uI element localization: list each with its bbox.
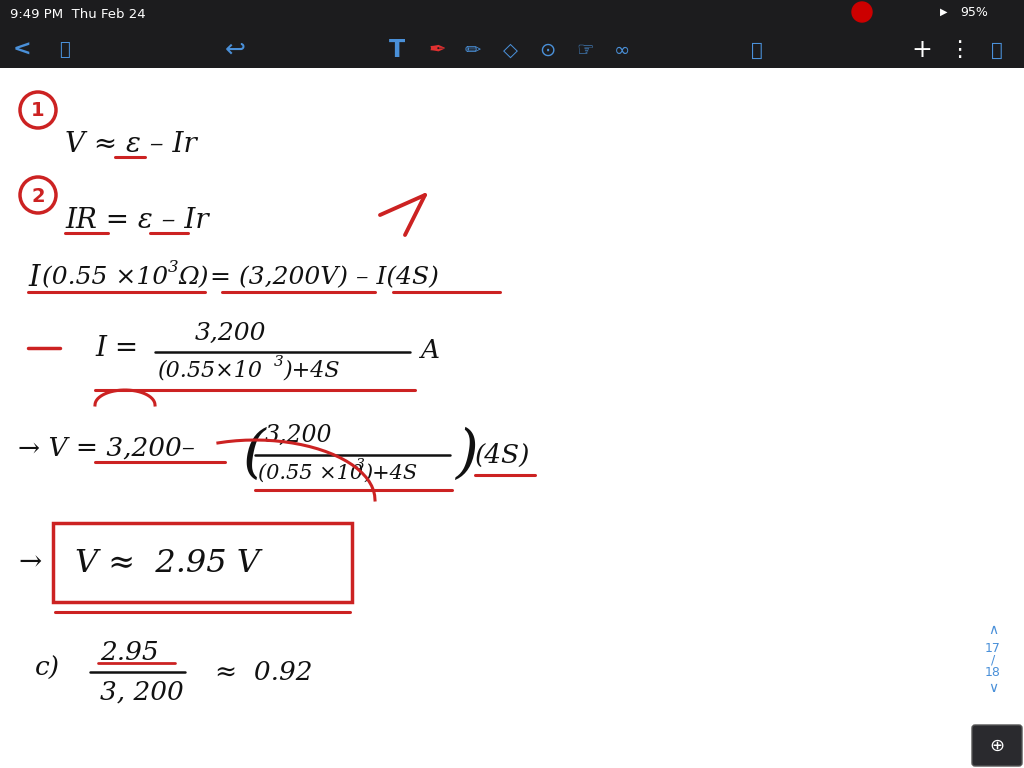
Text: Ω): Ω): [178, 266, 209, 290]
Text: 3, 200: 3, 200: [100, 680, 183, 704]
Text: (0.55 ×10: (0.55 ×10: [258, 464, 364, 482]
Text: <: <: [12, 40, 32, 60]
Text: 18: 18: [985, 666, 1000, 678]
Text: ⎋: ⎋: [59, 41, 71, 59]
Text: I: I: [28, 264, 40, 292]
Text: (: (: [242, 427, 265, 483]
Text: I =: I =: [95, 335, 138, 362]
Text: 95%: 95%: [961, 5, 988, 18]
Text: ◇: ◇: [503, 41, 517, 59]
Text: V ≈  2.95 V: V ≈ 2.95 V: [75, 548, 260, 578]
Text: ●: ●: [857, 7, 867, 17]
Text: ⊕: ⊕: [989, 737, 1005, 755]
Text: = (3,200V) – I(4S): = (3,200V) – I(4S): [210, 266, 439, 290]
Text: ∧: ∧: [988, 623, 998, 637]
Text: 17: 17: [985, 641, 1000, 654]
Text: ☞: ☞: [577, 41, 594, 59]
Text: 2: 2: [31, 187, 45, 206]
Text: 1: 1: [31, 101, 45, 121]
Text: ⊙: ⊙: [539, 41, 555, 59]
Text: T: T: [389, 38, 406, 62]
Text: ∨: ∨: [988, 681, 998, 695]
Text: 3,200: 3,200: [195, 322, 266, 345]
Text: 3,200: 3,200: [265, 423, 333, 446]
Text: →: →: [18, 549, 41, 577]
Text: 3: 3: [274, 355, 284, 369]
Text: → V = 3,200–: → V = 3,200–: [18, 435, 195, 461]
Text: ⋮: ⋮: [948, 40, 970, 60]
Text: ): ): [455, 427, 478, 483]
Text: )+4S: )+4S: [364, 464, 417, 482]
Text: ✒: ✒: [428, 40, 445, 60]
Text: IR = ε – Ir: IR = ε – Ir: [65, 207, 209, 233]
Text: (4S): (4S): [475, 442, 530, 468]
Text: 2.95: 2.95: [100, 640, 159, 664]
Text: ∞: ∞: [613, 41, 630, 59]
Text: 3: 3: [168, 260, 178, 276]
Text: 3: 3: [356, 458, 365, 472]
Text: 🎤: 🎤: [752, 41, 763, 59]
Text: )+4S: )+4S: [283, 359, 340, 381]
FancyBboxPatch shape: [53, 523, 352, 602]
FancyBboxPatch shape: [972, 725, 1022, 766]
Text: 9:49 PM  Thu Feb 24: 9:49 PM Thu Feb 24: [10, 8, 145, 21]
Text: (0.55 ×10: (0.55 ×10: [42, 266, 168, 290]
Text: /: /: [991, 654, 995, 667]
Text: ▶: ▶: [940, 7, 948, 17]
Text: ✏: ✏: [465, 41, 481, 59]
Text: ⬜: ⬜: [991, 41, 1002, 59]
Text: ↩: ↩: [224, 38, 246, 62]
Text: ≈  0.92: ≈ 0.92: [215, 660, 312, 684]
Text: c): c): [35, 656, 60, 680]
Circle shape: [852, 2, 872, 22]
Text: A: A: [420, 337, 439, 362]
Bar: [0, 0, 1024, 68]
Text: V ≈ ε – Ir: V ≈ ε – Ir: [65, 131, 197, 158]
Text: (0.55×10: (0.55×10: [158, 359, 263, 381]
Text: +: +: [911, 38, 933, 62]
